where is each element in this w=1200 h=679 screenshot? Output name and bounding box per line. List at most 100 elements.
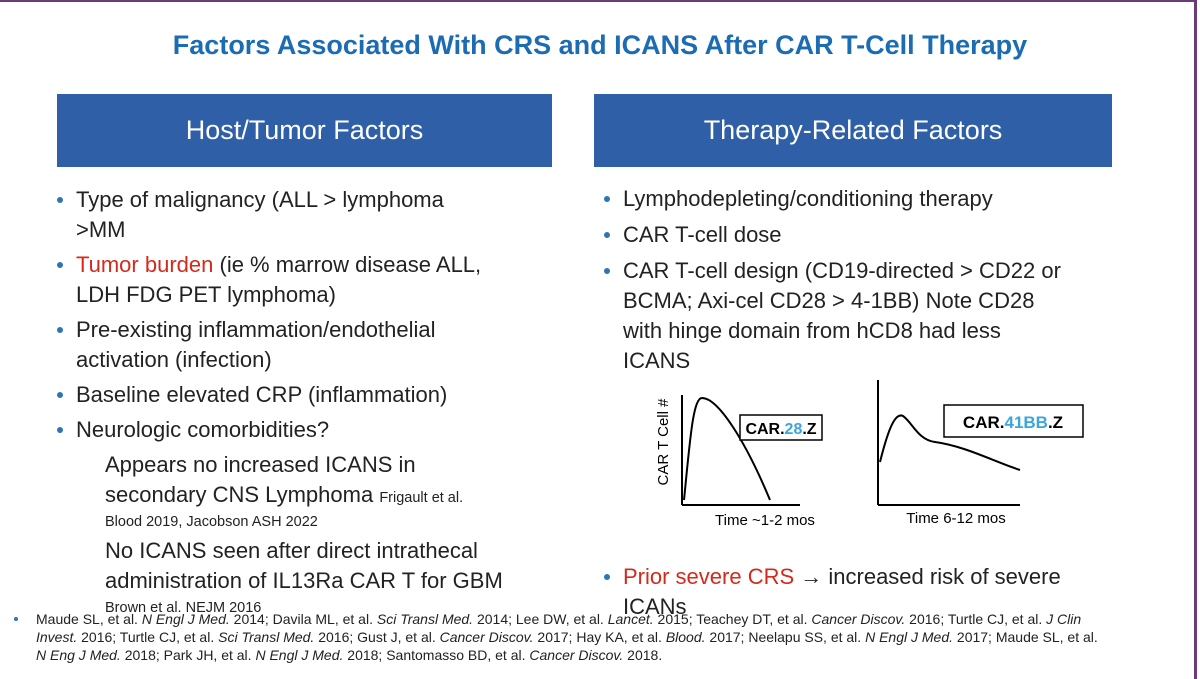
reference-line: N Eng J Med. 2018; Park JH, et al. N Eng… (36, 647, 662, 663)
text-run: N Engl J Med. (255, 647, 344, 663)
text-run: LDH FDG PET lymphoma) (76, 282, 336, 307)
bullet (14, 617, 18, 621)
text-run: N Engl J Med. (865, 629, 954, 645)
text-run: Lancet. (607, 611, 654, 627)
bullet-text-line: Neurologic comorbidities? (76, 415, 329, 445)
curve-label: CAR.41BB.Z (963, 413, 1063, 432)
bullet-text-line: Lymphodepleting/conditioning therapy (623, 184, 993, 214)
text-run: 2016; Gust J, et al. (314, 629, 440, 645)
text-run: (ie % marrow disease ALL, (213, 252, 482, 277)
curve (683, 396, 771, 501)
text-run: CAR T-cell dose (623, 222, 782, 247)
text-run: 2018; Park JH, et al. (120, 647, 256, 663)
y-axis-label: CAR T Cell # (655, 398, 672, 486)
text-run: CAR. (745, 421, 784, 438)
bullet (604, 196, 610, 202)
text-run: 28 (785, 421, 803, 438)
text-run: Frigault et al. (379, 490, 464, 506)
bullet-text-line: secondary CNS Lymphoma Frigault et al. (105, 480, 463, 513)
text-run: 2017; Maude SL, et al. (953, 629, 1098, 645)
text-run: Cancer Discov. (811, 611, 906, 627)
bullet (57, 392, 63, 398)
reference-line: Invest. 2016; Turtle CJ, et al. Sci Tran… (36, 629, 1098, 645)
bullet-text-line: administration of IL13Ra CAR T for GBM (105, 566, 503, 596)
panel-header: Therapy-Related Factors (594, 94, 1112, 167)
bullet (604, 232, 610, 238)
curve-label: CAR.28.Z (745, 421, 816, 438)
bullet (57, 197, 63, 203)
bullet-text-line: Appears no increased ICANS in (105, 450, 416, 480)
text-run: N Eng J Med. (36, 647, 121, 663)
text-run: Neurologic comorbidities? (76, 417, 330, 442)
text-run: Sci Transl Med. (376, 611, 474, 627)
text-run: Prior severe CRS (623, 564, 795, 589)
text-run: Cancer Discov. (439, 629, 534, 645)
bullet-text-line: LDH FDG PET lymphoma) (76, 280, 336, 310)
text-run: 2016; Turtle CJ, et al. (77, 629, 219, 645)
text-run: 41BB (1004, 413, 1047, 432)
text-run: → increased risk of severe (794, 564, 1061, 589)
text-run: administration of IL13Ra CAR T for GBM (105, 568, 503, 593)
text-run: .Z (802, 421, 816, 438)
text-run: Sci Transl Med. (218, 629, 315, 645)
text-run: 2018. (623, 647, 663, 663)
text-run: >MM (76, 217, 126, 242)
text-run: N Engl J Med. (141, 611, 230, 627)
text-run: .Z (1048, 413, 1063, 432)
bullet-text-line: with hinge domain from hCD8 had less (623, 316, 1001, 346)
bullet (57, 262, 63, 268)
bullet-text-line: ICANS (623, 346, 690, 376)
bullet-text-line: Type of malignancy (ALL > lymphoma (76, 185, 444, 215)
text-run: BCMA; Axi-cel CD28 > 4-1BB) Note CD28 (623, 288, 1035, 313)
curve (879, 414, 1021, 471)
citation-line: Brown et al. NEJM 2016 (105, 590, 261, 623)
bullet-text-line: Tumor burden (ie % marrow disease ALL, (76, 250, 481, 280)
text-run: 2017; Neelapu SS, et al. (705, 629, 866, 645)
text-run: Tumor burden (76, 252, 214, 277)
text-run: Pre-existing inflammation/endothelial (76, 317, 436, 342)
citation-line: Blood 2019, Jacobson ASH 2022 (105, 504, 318, 537)
text-run: 2017; Hay KA, et al. (533, 629, 666, 645)
bullet (604, 268, 610, 274)
bullet-text-line: ICANs (623, 592, 687, 622)
label-box (739, 414, 823, 441)
bullet-text-line: Prior severe CRS → increased risk of sev… (623, 562, 1061, 592)
label-box (943, 404, 1084, 438)
text-run: CAR. (963, 413, 1005, 432)
text-run: Cancer Discov. (529, 647, 624, 663)
text-run: 2018; Santomasso BD, et al. (343, 647, 530, 663)
bullet-text-line: >MM (76, 215, 126, 245)
text-run: 2014; Davila ML, et al. (229, 611, 377, 627)
panel-header: Host/Tumor Factors (57, 94, 552, 167)
slide-title: Factors Associated With CRS and ICANS Af… (172, 30, 1028, 60)
text-run: with hinge domain from hCD8 had less (623, 318, 1001, 343)
text-run: Invest. (36, 629, 78, 645)
bullet-text-line: BCMA; Axi-cel CD28 > 4-1BB) Note CD28 (623, 286, 1034, 316)
text-run: Brown et al. NEJM 2016 (105, 600, 262, 616)
bullet (604, 574, 610, 580)
text-run: ICANS (623, 348, 691, 373)
text-run: No ICANS seen after direct intrathecal (105, 538, 478, 563)
reference-line: Maude SL, et al. N Engl J Med. 2014; Dav… (36, 611, 1081, 627)
text-run: Type of malignancy (ALL > lymphoma (76, 187, 444, 212)
text-run: Blood 2019, Jacobson ASH 2022 (105, 514, 318, 530)
text-run: Maude SL, et al. (36, 611, 142, 627)
bullet-text-line: No ICANS seen after direct intrathecal (105, 536, 478, 566)
bullet-text-line: Baseline elevated CRP (inflammation) (76, 380, 447, 410)
bullet-text-line: Pre-existing inflammation/endothelial (76, 315, 436, 345)
text-run: CAR T-cell design (CD19-directed > CD22 … (623, 258, 1061, 283)
text-run: Appears no increased ICANS in (105, 452, 416, 477)
text-run: ICANs (623, 594, 687, 619)
text-run: Lymphodepleting/conditioning therapy (623, 186, 993, 211)
bullet-text-line: activation (infection) (76, 345, 272, 375)
text-run: J Clin (1046, 611, 1082, 627)
x-axis-label: Time ~1-2 mos (715, 512, 815, 529)
text-run: Baseline elevated CRP (inflammation) (76, 382, 448, 407)
bullet (57, 427, 63, 433)
x-axis-label: Time 6-12 mos (906, 510, 1005, 527)
text-run: 2014; Lee DW, et al. (473, 611, 608, 627)
bullet-text-line: CAR T-cell dose (623, 220, 782, 250)
